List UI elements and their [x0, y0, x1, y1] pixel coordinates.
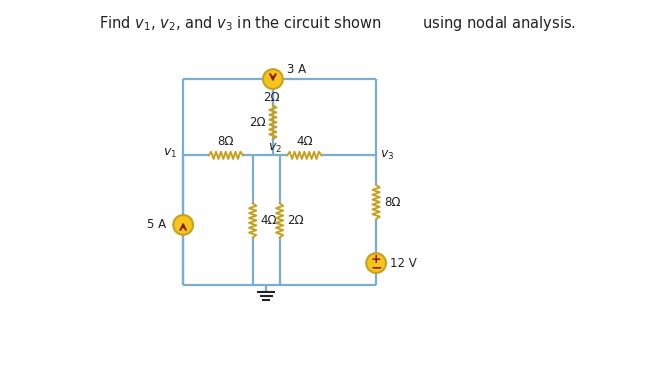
Text: 2Ω: 2Ω: [263, 91, 280, 104]
Text: 8Ω: 8Ω: [217, 135, 234, 148]
Text: 4Ω: 4Ω: [296, 135, 313, 148]
Circle shape: [173, 215, 193, 235]
Circle shape: [366, 253, 386, 273]
Text: $v_3$: $v_3$: [380, 149, 394, 162]
Text: $v_2$: $v_2$: [269, 142, 282, 155]
Text: 12 V: 12 V: [391, 257, 417, 270]
Circle shape: [263, 69, 283, 89]
Text: 3 A: 3 A: [288, 63, 306, 76]
Text: Find $v_1$, $v_2$, and $v_3$ in the circuit shown         using nodal analysis.: Find $v_1$, $v_2$, and $v_3$ in the circ…: [99, 14, 576, 33]
Text: $v_1$: $v_1$: [163, 147, 177, 160]
Text: 2Ω: 2Ω: [249, 116, 265, 128]
Text: +: +: [371, 253, 382, 266]
Text: −: −: [371, 260, 382, 274]
Text: 4Ω: 4Ω: [260, 214, 277, 227]
Text: 8Ω: 8Ω: [384, 195, 400, 209]
Text: 5 A: 5 A: [147, 218, 166, 231]
Text: 2Ω: 2Ω: [288, 214, 304, 227]
